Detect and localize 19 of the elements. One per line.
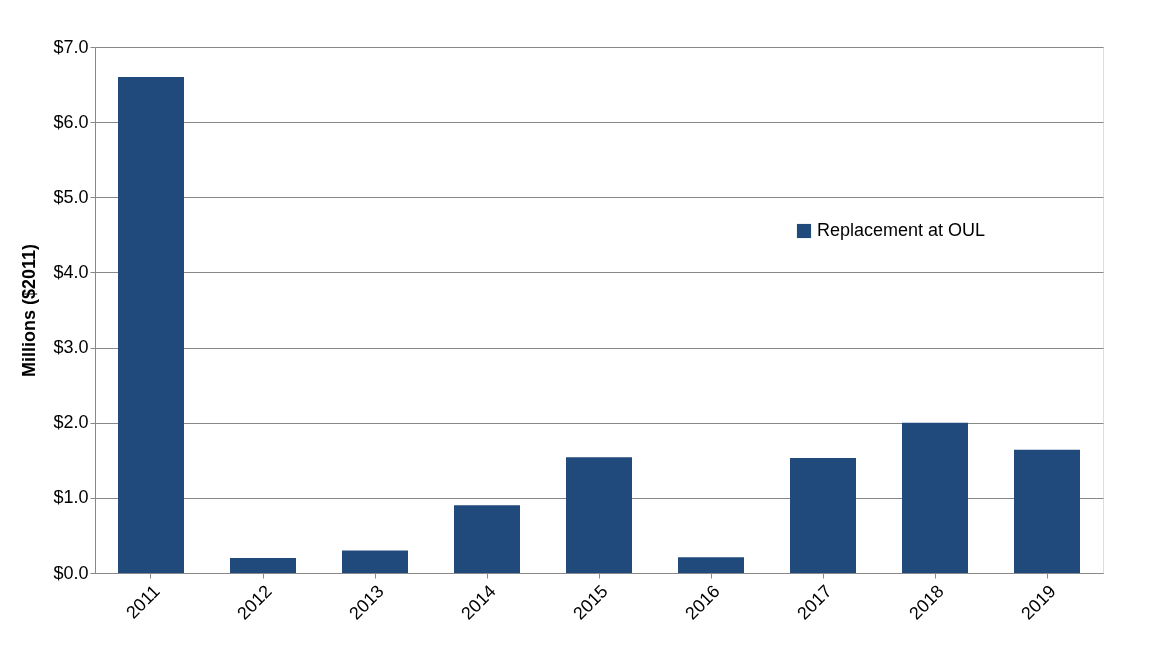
- legend-label: Replacement at OUL: [817, 220, 986, 240]
- y-tick-label: $0.0: [53, 562, 89, 583]
- y-tick-label: $4.0: [53, 261, 89, 282]
- bar: [902, 422, 968, 573]
- bar: [454, 505, 520, 573]
- bar: [790, 458, 856, 573]
- y-axis-title: Millions ($2011): [19, 243, 40, 378]
- bar: [342, 550, 408, 573]
- bar: [1014, 449, 1080, 573]
- y-tick-label: $3.0: [53, 337, 89, 358]
- bar: [118, 77, 184, 573]
- bar: [230, 557, 296, 573]
- bar: [566, 457, 632, 573]
- y-tick-label: $2.0: [53, 412, 89, 433]
- y-tick-label: $6.0: [53, 111, 89, 132]
- y-tick-label: $1.0: [53, 487, 89, 508]
- bar: [678, 557, 744, 573]
- y-tick-label: $5.0: [53, 186, 89, 207]
- y-tick-label: $7.0: [53, 36, 89, 57]
